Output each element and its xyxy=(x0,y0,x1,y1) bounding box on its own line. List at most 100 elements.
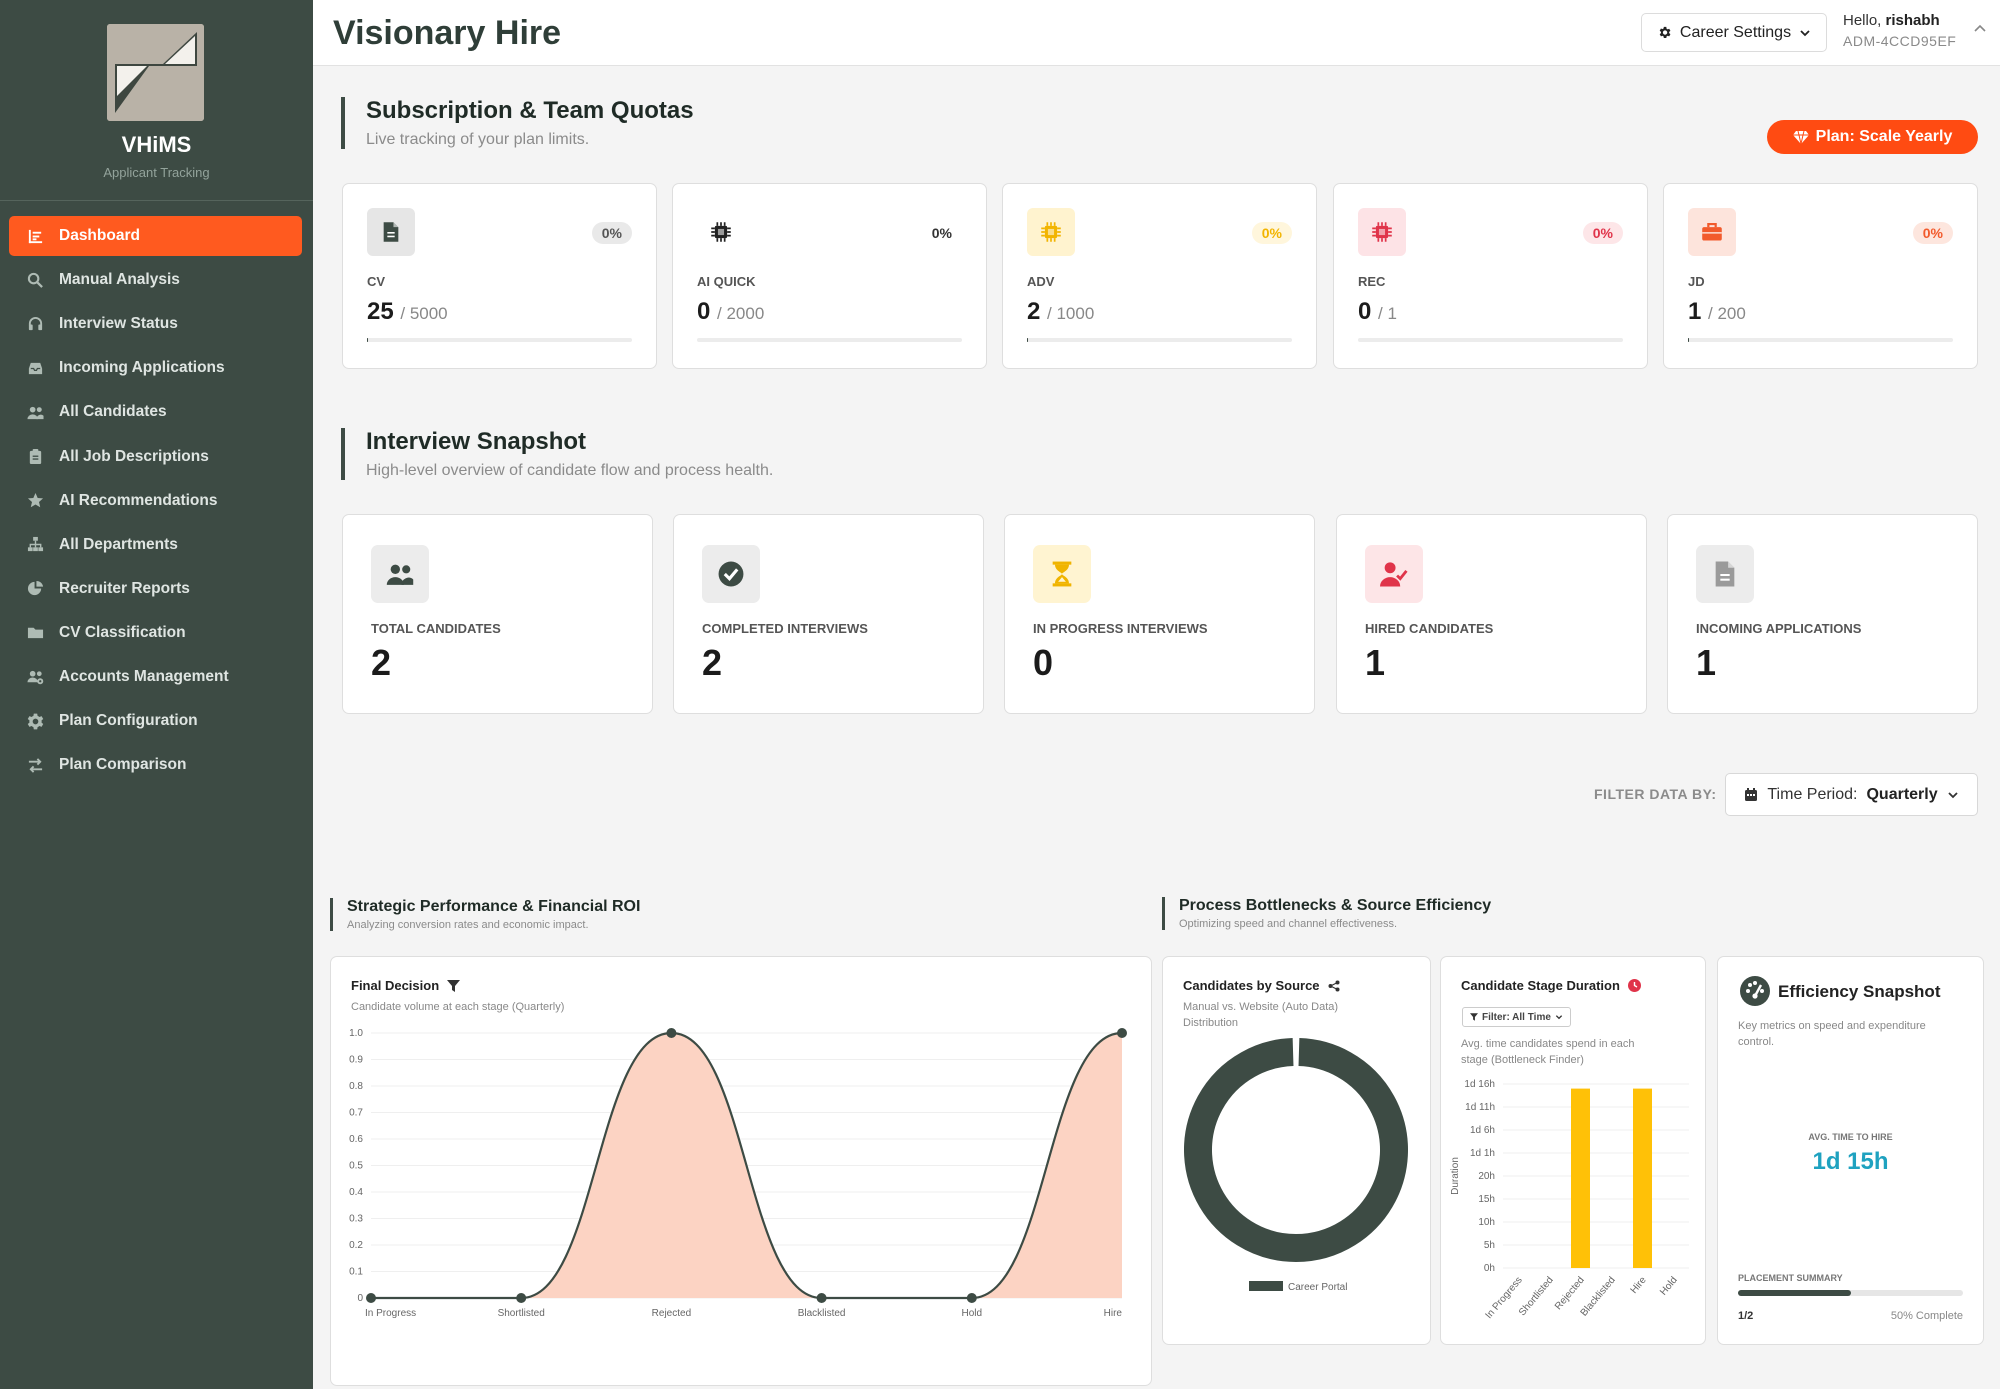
time-period-select[interactable]: Time Period: Quarterly xyxy=(1725,773,1978,816)
snapshot-value: 1 xyxy=(1365,642,1386,683)
sidebar-item-all-departments[interactable]: All Departments xyxy=(9,525,302,565)
data-point[interactable] xyxy=(816,1293,827,1303)
stage-duration-header: Candidate Stage Duration xyxy=(1461,978,1641,993)
final-decision-title: Final Decision xyxy=(351,978,440,993)
sitemap-icon xyxy=(25,535,45,555)
check-circle-icon xyxy=(702,545,760,603)
quota-used: 0 xyxy=(697,298,711,325)
user-greeting[interactable]: Hello, rishabh xyxy=(1843,12,1940,29)
sidebar-item-interview-status[interactable]: Interview Status xyxy=(9,304,302,344)
placement-count: 1/2 xyxy=(1738,1310,1754,1322)
data-point[interactable] xyxy=(516,1293,527,1303)
career-settings-button[interactable]: Career Settings xyxy=(1641,13,1827,52)
plan-badge-label: Plan: Scale Yearly xyxy=(1815,128,1953,145)
briefcase-icon xyxy=(1688,208,1736,256)
pie-chart-icon xyxy=(25,579,45,599)
quota-progress-fill xyxy=(367,338,369,342)
final-decision-chart: 0 0.1 0.2 0.3 0.4 0.5 0.6 0.7 0.8 0.9 1.0 In Progre… xyxy=(349,1028,1127,1319)
data-point[interactable] xyxy=(666,1028,677,1038)
placement-progress-fill xyxy=(1738,1290,1851,1296)
quota-label: REC xyxy=(1358,274,1386,289)
chevron-down-icon xyxy=(1947,791,1958,798)
quota-percent: 0% xyxy=(1912,222,1953,244)
share-icon[interactable] xyxy=(1328,980,1340,992)
data-point[interactable] xyxy=(1117,1028,1127,1038)
sidebar-item-manual-analysis[interactable]: Manual Analysis xyxy=(9,260,302,300)
efficiency-title: Efficiency Snapshot xyxy=(1778,982,1941,1001)
quotas-section-header: Subscription & Team Quotas Live tracking… xyxy=(341,97,694,149)
sidebar-item-all-candidates[interactable]: All Candidates xyxy=(9,392,302,432)
quotas-title: Subscription & Team Quotas xyxy=(366,97,694,124)
data-point[interactable] xyxy=(366,1293,376,1303)
quota-progress xyxy=(1358,338,1623,342)
y-tick-label: 0.5 xyxy=(349,1161,363,1172)
snapshot-card-in-progress-interviews: IN PROGRESS INTERVIEWS 0 xyxy=(1004,514,1315,714)
quota-card-jd: 0% JD 1 / 200 xyxy=(1663,183,1978,369)
stage-duration-subtitle-2: stage (Bottleneck Finder) xyxy=(1461,1054,1584,1066)
page-title: Visionary Hire xyxy=(333,14,562,52)
y-tick-label: 0.9 xyxy=(349,1055,363,1066)
stage-duration-filter[interactable]: Filter: All Time xyxy=(1462,1007,1571,1027)
x-tick-label: Hold xyxy=(962,1308,983,1319)
bottleneck-title: Process Bottlenecks & Source Efficiency xyxy=(1179,897,1492,914)
final-decision-header: Final Decision xyxy=(351,978,461,993)
star-icon xyxy=(25,491,45,511)
y-tick-label: 0 xyxy=(357,1293,363,1304)
quota-limit: / 2000 xyxy=(717,304,765,323)
sidebar-item-recruiter-reports[interactable]: Recruiter Reports xyxy=(9,569,302,609)
snapshot-label: TOTAL CANDIDATES xyxy=(371,621,501,636)
sidebar-item-dashboard[interactable]: Dashboard xyxy=(9,216,302,256)
sidebar-item-plan-comparison[interactable]: Plan Comparison xyxy=(9,745,302,785)
stage-duration-subtitle-1: Avg. time candidates spend in each xyxy=(1461,1038,1635,1050)
sidebar-item-label: Accounts Management xyxy=(59,668,229,685)
data-point[interactable] xyxy=(966,1293,977,1303)
users-icon xyxy=(371,545,429,603)
snapshot-section-header: Interview Snapshot High-level overview o… xyxy=(341,428,773,480)
y-tick-label: 0.7 xyxy=(349,1108,363,1119)
y-tick-label: 0.2 xyxy=(349,1240,363,1251)
filter-icon[interactable] xyxy=(447,979,461,992)
y-tick-label: 10h xyxy=(1478,1217,1495,1228)
source-donut-chart: Career Portal xyxy=(1184,1038,1408,1293)
quota-label: CV xyxy=(367,274,386,289)
quota-progress xyxy=(367,338,632,342)
x-tick-label: In Progress xyxy=(1483,1275,1524,1321)
strategic-subtitle: Analyzing conversion rates and economic … xyxy=(347,919,589,931)
sidebar-item-accounts-management[interactable]: Accounts Management xyxy=(9,657,302,697)
sidebar-item-label: Incoming Applications xyxy=(59,359,225,377)
strategic-title: Strategic Performance & Financial ROI xyxy=(347,898,641,915)
filter-prefix: Time Period: xyxy=(1767,785,1858,803)
dashboard-icon xyxy=(25,226,45,246)
quota-used: 0 xyxy=(1358,298,1372,325)
quota-progress xyxy=(697,338,962,342)
speedometer-icon xyxy=(1740,976,1770,1006)
x-tick-label: Rejected xyxy=(652,1308,691,1319)
sidebar-item-all-job-descriptions[interactable]: All Job Descriptions xyxy=(9,437,302,477)
donut-slice[interactable] xyxy=(1184,1038,1408,1262)
sidebar-item-incoming-applications[interactable]: Incoming Applications xyxy=(9,348,302,388)
users-cog-icon xyxy=(25,667,45,687)
quota-card-rec: 0% REC 0 / 1 xyxy=(1333,183,1648,369)
headset-icon xyxy=(25,314,45,334)
bottleneck-section-header: Process Bottlenecks & Source Efficiency … xyxy=(1162,897,1491,930)
sidebar-item-cv-classification[interactable]: CV Classification xyxy=(9,613,302,653)
duration-bar[interactable] xyxy=(1633,1088,1652,1268)
chevron-down-icon xyxy=(1555,1015,1563,1020)
quotas-subtitle: Live tracking of your plan limits. xyxy=(366,131,590,148)
quota-progress xyxy=(1688,338,1953,342)
sidebar-item-label: All Job Descriptions xyxy=(59,447,209,465)
legend-label: Career Portal xyxy=(1288,1282,1347,1293)
quota-limit: / 1 xyxy=(1378,304,1397,323)
quota-card-ai-quick: 0% AI QUICK 0 / 2000 xyxy=(672,183,987,369)
duration-bar[interactable] xyxy=(1571,1088,1590,1268)
x-tick-label: Blacklisted xyxy=(798,1308,846,1319)
sidebar-item-label: Recruiter Reports xyxy=(59,579,190,597)
sidebar-item-ai-recommendations[interactable]: AI Recommendations xyxy=(9,481,302,521)
chevron-up-icon[interactable] xyxy=(1973,22,1987,36)
sidebar-item-plan-configuration[interactable]: Plan Configuration xyxy=(9,701,302,741)
y-tick-label: 20h xyxy=(1478,1171,1495,1182)
snapshot-title: Interview Snapshot xyxy=(366,428,587,455)
plan-badge[interactable]: Plan: Scale Yearly xyxy=(1767,120,1978,154)
chip-icon xyxy=(1358,208,1406,256)
y-tick-label: 0.1 xyxy=(349,1267,363,1278)
